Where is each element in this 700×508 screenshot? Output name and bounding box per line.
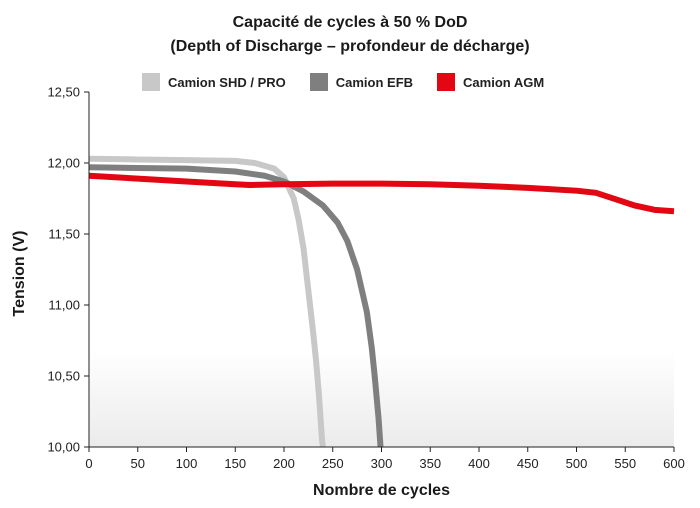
- x-tick-label: 450: [517, 456, 539, 471]
- legend-swatch-efb: [309, 73, 328, 91]
- series-layer: [88, 155, 675, 448]
- legend-label-efb: Camion EFB: [335, 74, 414, 90]
- y-tick-label: 12,50: [47, 85, 80, 100]
- x-tick-label: 200: [273, 456, 295, 471]
- x-tick-label: 350: [419, 456, 441, 471]
- x-tick-label: 300: [371, 456, 393, 471]
- series-line-agm: [88, 172, 675, 215]
- legend-item-efb: Camion EFB: [309, 73, 414, 91]
- y-tick-label: 11,50: [48, 227, 80, 242]
- x-tick-label: 0: [85, 456, 92, 471]
- chart-title-line2: (Depth of Discharge – profondeur de déch…: [170, 38, 530, 55]
- legend-label-shd: Camion SHD / PRO: [168, 74, 286, 90]
- series-line-shd: [88, 155, 326, 448]
- y-tick-label: 10,50: [47, 369, 80, 384]
- x-tick-label: 50: [131, 456, 145, 471]
- x-tick-label: 250: [322, 456, 344, 471]
- y-tick-label: 12,00: [47, 156, 80, 171]
- chart-title-line1: Capacité de cycles à 50 % DoD: [232, 14, 468, 31]
- legend-swatch-shd: [142, 73, 160, 91]
- legend: Camion SHD / PRO Camion EFB Camion AGM: [142, 73, 568, 91]
- legend-item-shd: Camion SHD / PRO: [142, 73, 286, 91]
- series-line-efb: [88, 164, 384, 448]
- y-axis-title: Tension (V): [11, 231, 28, 317]
- x-tick-label: 100: [176, 456, 198, 471]
- x-tick-label: 600: [663, 456, 685, 471]
- legend-item-agm: Camion AGM: [437, 73, 544, 91]
- y-tick-label: 11,00: [48, 298, 80, 313]
- y-tick-label: 10,00: [47, 440, 80, 455]
- x-tick-label: 150: [224, 456, 246, 471]
- legend-swatch-agm: [437, 73, 456, 91]
- legend-label-agm: Camion AGM: [463, 74, 545, 90]
- x-tick-label: 400: [468, 456, 490, 471]
- x-tick-label: 500: [566, 456, 588, 471]
- x-tick-label: 550: [614, 456, 636, 471]
- axes-layer: 10,00 10,50 11,00 11,50 12,00 12,50 0 50 100 150 2…: [47, 85, 684, 472]
- x-axis-title: Nombre de cycles: [313, 482, 450, 499]
